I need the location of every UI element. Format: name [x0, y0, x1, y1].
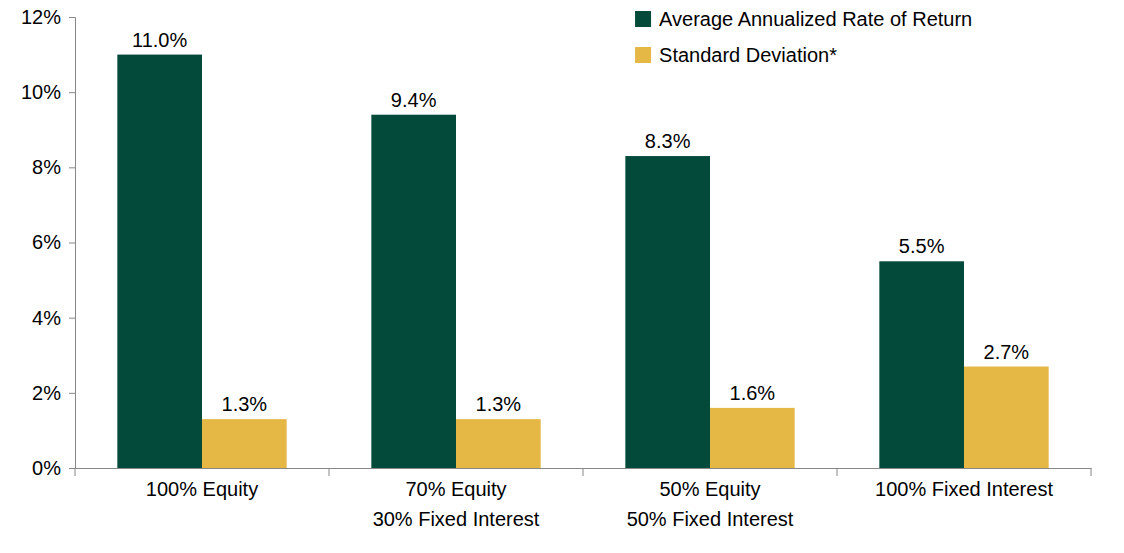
y-tick-mark [69, 17, 75, 18]
data-label: 8.3% [645, 130, 691, 152]
category-dividers [75, 468, 1091, 476]
x-tick-label: 70% Equity30% Fixed Interest [373, 478, 540, 530]
x-tick-label: 100% Fixed Interest [875, 478, 1053, 500]
data-label: 11.0% [132, 29, 187, 51]
y-axis-line [69, 18, 76, 469]
y-tick-label: 12% [21, 6, 61, 28]
data-label: 9.4% [391, 89, 437, 111]
x-tick: 70% Equity30% Fixed Interest [373, 468, 540, 530]
bar [625, 156, 710, 468]
data-label: 2.7% [984, 341, 1030, 363]
y-tick-label: 10% [21, 81, 61, 103]
y-tick-mark [69, 318, 75, 319]
y-tick-mark [69, 468, 75, 469]
y-tick-mark [69, 167, 75, 168]
data-label: 5.5% [899, 235, 945, 257]
y-tick: 10% [21, 81, 75, 103]
legend-swatch [635, 11, 651, 27]
y-tick: 0% [32, 457, 75, 479]
legend-label: Average Annualized Rate of Return [659, 8, 972, 30]
legend-swatch [635, 47, 651, 63]
category-divider [1091, 468, 1092, 476]
y-tick: 4% [32, 307, 75, 329]
bar [879, 261, 964, 468]
x-tick-label: 100% Equity [146, 478, 258, 500]
bar [710, 408, 795, 468]
bar [117, 55, 202, 468]
y-tick-mark [69, 92, 75, 93]
y-tick-label: 2% [32, 382, 61, 404]
y-tick-label: 8% [32, 156, 61, 178]
y-tick-mark [69, 243, 75, 244]
data-labels: 11.0% 9.4% 8.3% 5.5% 1.3% 1.3% 1.6% 2.7% [132, 29, 1029, 416]
y-tick-label: 0% [32, 457, 61, 479]
y-tick-mark [69, 393, 75, 394]
data-label: 1.3% [222, 393, 268, 415]
y-tick: 2% [32, 382, 75, 404]
bars [117, 55, 1048, 468]
x-tick: 100% Fixed Interest [875, 468, 1053, 500]
x-tick-label: 50% Equity50% Fixed Interest [627, 478, 794, 530]
y-axis: 0% 2% 4% 6% 8% 10% 12% [21, 6, 76, 479]
data-label: 1.6% [730, 382, 776, 404]
x-tick: 100% Equity [146, 468, 258, 500]
y-tick: 12% [21, 6, 75, 28]
legend: Average Annualized Rate of Return Standar… [635, 8, 972, 66]
category-divider [75, 468, 76, 476]
category-divider [837, 468, 838, 476]
y-tick-label: 6% [32, 231, 61, 253]
bar [456, 419, 541, 468]
y-tick: 8% [32, 156, 75, 178]
category-divider [329, 468, 330, 476]
bar [371, 115, 456, 468]
x-tick: 50% Equity50% Fixed Interest [627, 468, 794, 530]
category-divider [583, 468, 584, 476]
x-axis: 100% Equity 70% Equity30% Fixed Interest 5… [76, 468, 1092, 530]
bar [964, 367, 1049, 468]
data-label: 1.3% [476, 393, 522, 415]
chart: 11.0% 9.4% 8.3% 5.5% 1.3% 1.3% 1.6% 2.7% 0% 2% 4% 6… [0, 0, 1124, 553]
y-tick: 6% [32, 231, 75, 253]
bar [202, 419, 287, 468]
y-tick-label: 4% [32, 307, 61, 329]
legend-label: Standard Deviation* [659, 44, 837, 66]
